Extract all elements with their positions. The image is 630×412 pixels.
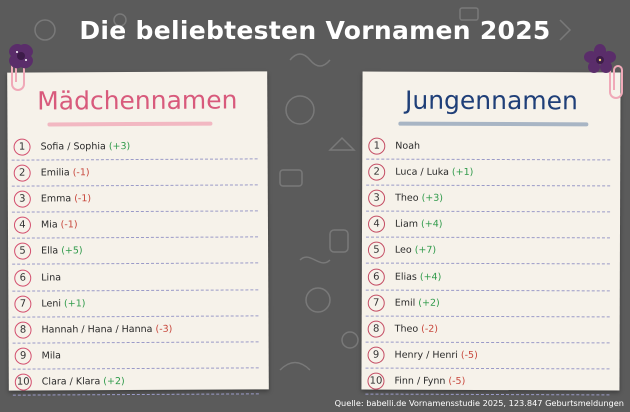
rank-change: (+4) [421, 219, 443, 231]
list-item: 1 Sofia / Sophia (+3) [11, 133, 258, 161]
name-label: Liam [395, 218, 419, 231]
rank-change: (+4) [419, 271, 442, 283]
list-item: 4 Liam (+4) [365, 211, 611, 239]
rank-change: (-1) [74, 193, 92, 205]
name-label: Clara / Klara [41, 376, 101, 388]
boys-heading-underline [398, 121, 589, 127]
page-title: Die beliebtesten Vornamen 2025 [79, 16, 551, 45]
rank-badge: 8 [367, 320, 385, 338]
rank-badge: 5 [367, 241, 385, 260]
name-label: Mila [41, 350, 61, 362]
rank-badge: 3 [368, 189, 386, 207]
rank-change: (-5) [448, 375, 466, 387]
list-item: 2 Emilia (-1) [11, 159, 258, 187]
rank-badge: 2 [13, 164, 31, 182]
list-item: 6 Elias (+4) [365, 264, 610, 291]
rank-badge: 7 [14, 295, 32, 313]
rank-badge: 4 [13, 216, 32, 234]
list-item: 8 Theo (-2) [365, 316, 610, 344]
list-item: 6 Lina [12, 263, 259, 292]
name-label: Mia [40, 219, 58, 231]
rank-change: (+5) [61, 245, 83, 257]
rank-change: (+1) [63, 297, 86, 309]
rank-change: (-5) [460, 349, 478, 361]
rank-change: (+3) [421, 192, 444, 205]
rank-badge: 5 [14, 242, 32, 261]
list-item: 9 Henry / Henri (-5) [365, 342, 610, 370]
paperclip-icon [609, 64, 623, 99]
rank-badge: 9 [367, 346, 385, 364]
girls-list: 1 Sofia / Sophia (+3) 2 Emilia (-1) 3 Emma (-1) 4… [11, 133, 259, 396]
name-label: Luca / Luka [395, 166, 449, 178]
name-label: Elias [394, 271, 417, 283]
rank-badge: 6 [14, 269, 32, 287]
list-item: 7 Leni (+1) [12, 289, 259, 318]
boys-names-card: Jungennamen 1 Noah 2 Luca / Luka (+1) 3 Theo (+… [361, 71, 621, 396]
list-item: 3 Theo (+3) [366, 185, 611, 213]
rank-badge: 9 [14, 347, 32, 365]
rank-change: (+2) [103, 375, 125, 388]
name-label: Emma [40, 193, 72, 205]
rank-change: (-1) [72, 167, 90, 179]
name-label: Henry / Henri [394, 349, 458, 361]
rank-badge: 10 [367, 372, 385, 390]
list-item: 4 Mia (-1) [11, 211, 259, 240]
list-item: 1 Noah [366, 133, 611, 161]
rank-badge: 4 [367, 215, 386, 233]
rank-change: (+3) [108, 141, 131, 153]
list-item: 5 Leo (+7) [365, 237, 610, 265]
name-label: Theo [394, 323, 419, 335]
rank-badge: 6 [367, 268, 385, 286]
rank-badge: 8 [14, 321, 32, 339]
rank-change: (-3) [155, 323, 173, 335]
rank-badge: 2 [368, 163, 386, 181]
list-item: 2 Luca / Luka (+1) [366, 159, 611, 187]
name-label: Leo [394, 245, 412, 257]
source-note: Quelle: babelli.de Vornamensstudie 2025,… [334, 398, 624, 408]
rank-badge: 7 [367, 294, 385, 312]
rank-change: (+1) [451, 167, 474, 179]
list-item: 3 Emma (-1) [11, 185, 258, 213]
rank-badge: 10 [14, 373, 32, 391]
name-label: Lina [41, 271, 62, 284]
rank-badge: 3 [13, 190, 31, 208]
rank-change: (+7) [414, 245, 437, 257]
name-label: Emil [394, 297, 416, 309]
rank-badge: 1 [13, 138, 31, 156]
rank-change: (-2) [421, 323, 439, 335]
name-label: Finn / Fynn [394, 375, 446, 387]
boys-heading: Jungennamen [404, 85, 578, 116]
girls-names-card: Mädchennamen 1 Sofia / Sophia (+3) 2 Emilia(… [7, 71, 269, 396]
flower-icon [584, 44, 616, 73]
name-label: Emilia [40, 167, 70, 179]
boys-list: 1 Noah 2 Luca / Luka (+1) 3 Theo (+3) 4 Liam (+4) 5… [365, 133, 611, 396]
list-item: 8 Hannah / Hana / Hanna (-3) [12, 316, 259, 344]
list-item: 10 Finn / Fynn (-5) [365, 368, 610, 396]
girls-heading-underline [47, 121, 213, 127]
name-label: Sofia / Sophia [40, 141, 106, 153]
name-label: Noah [395, 140, 421, 152]
name-label: Leni [41, 298, 62, 310]
rank-change: (+2) [418, 297, 440, 309]
name-label: Ella [41, 245, 59, 257]
rank-badge: 1 [368, 137, 386, 155]
list-item: 9 Mila [12, 342, 259, 370]
rank-change: (-1) [60, 219, 78, 231]
list-item: 7 Emil (+2) [365, 290, 610, 318]
name-label: Theo [395, 192, 419, 204]
girls-heading: Mädchennamen [37, 85, 238, 116]
name-label: Hannah / Hana / Hanna [41, 323, 153, 336]
list-item: 5 Ella (+5) [12, 237, 259, 266]
flower-icon [9, 44, 33, 69]
list-item: 10 Clara / Klara (+2) [12, 368, 259, 396]
